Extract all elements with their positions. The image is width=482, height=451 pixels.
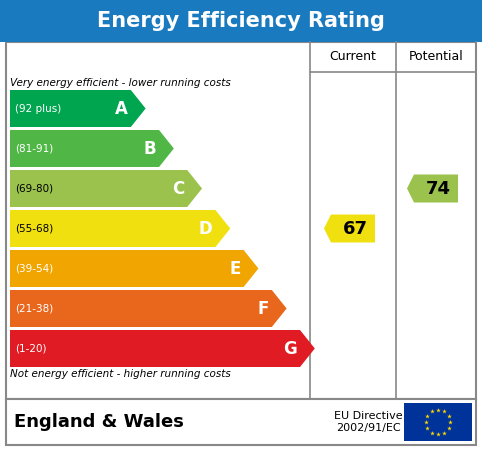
- Text: 74: 74: [426, 179, 451, 198]
- Text: D: D: [199, 220, 213, 238]
- Text: (92 plus): (92 plus): [15, 103, 61, 114]
- Text: EU Directive
2002/91/EC: EU Directive 2002/91/EC: [334, 411, 402, 433]
- Text: (69-80): (69-80): [15, 184, 53, 193]
- Text: Current: Current: [330, 51, 376, 64]
- Text: (81-91): (81-91): [15, 143, 53, 153]
- Text: Potential: Potential: [409, 51, 463, 64]
- Text: G: G: [283, 340, 297, 358]
- Text: B: B: [144, 139, 156, 157]
- Text: England & Wales: England & Wales: [14, 413, 184, 431]
- Polygon shape: [10, 90, 146, 127]
- Bar: [6, 42, 476, 399]
- Text: (1-20): (1-20): [15, 344, 46, 354]
- Text: (21-38): (21-38): [15, 304, 53, 313]
- Bar: [404, 403, 472, 441]
- Polygon shape: [407, 175, 458, 202]
- Text: E: E: [229, 259, 241, 277]
- Text: Energy Efficiency Rating: Energy Efficiency Rating: [97, 11, 385, 31]
- Polygon shape: [10, 210, 230, 247]
- Polygon shape: [10, 130, 174, 167]
- Text: (55-68): (55-68): [15, 224, 53, 234]
- Text: F: F: [257, 299, 269, 318]
- Polygon shape: [10, 290, 287, 327]
- Text: C: C: [172, 179, 184, 198]
- Bar: [0, 0, 482, 42]
- Polygon shape: [10, 170, 202, 207]
- Text: (39-54): (39-54): [15, 263, 53, 273]
- Text: 67: 67: [343, 220, 367, 238]
- Polygon shape: [10, 250, 258, 287]
- Text: Not energy efficient - higher running costs: Not energy efficient - higher running co…: [10, 369, 231, 379]
- Polygon shape: [324, 215, 375, 243]
- Text: A: A: [115, 100, 128, 118]
- Bar: [6, 399, 476, 445]
- Polygon shape: [10, 330, 315, 367]
- Text: Very energy efficient - lower running costs: Very energy efficient - lower running co…: [10, 78, 231, 88]
